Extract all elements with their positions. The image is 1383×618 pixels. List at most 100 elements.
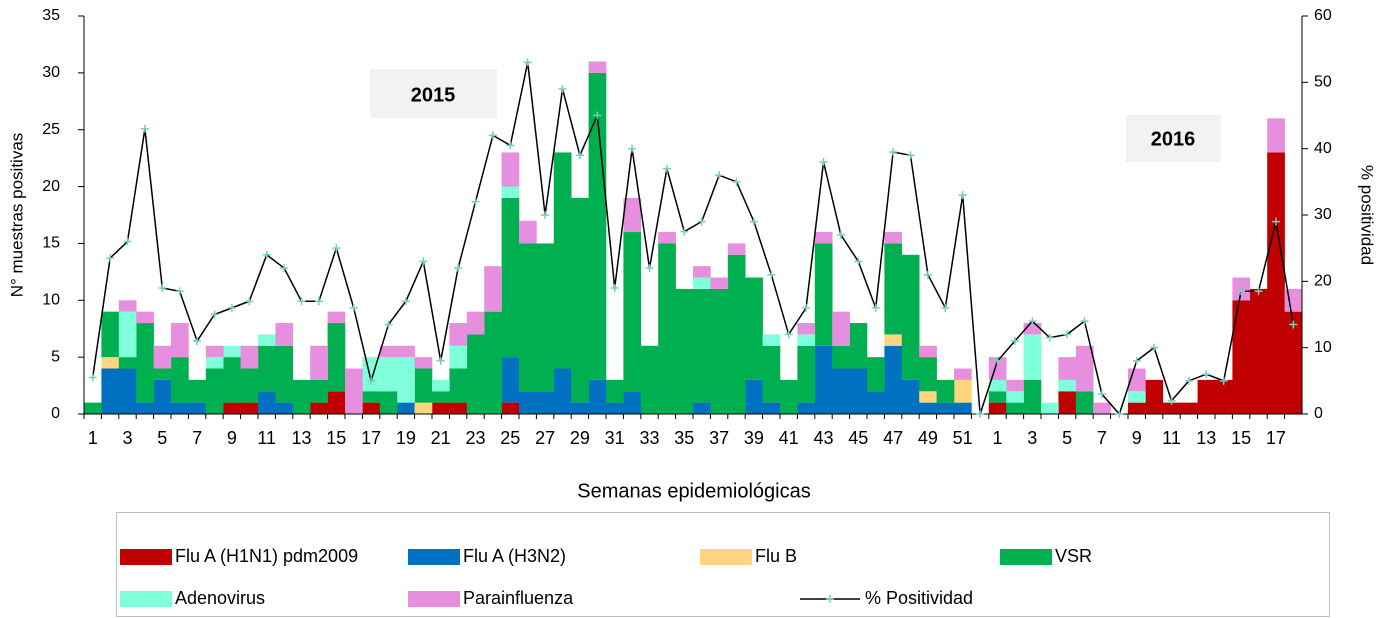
legend-label: Flu A (H3N2) [463,546,566,566]
y-tick-label: 0 [51,405,60,422]
bar-segment [814,243,833,346]
bar-segment [205,345,224,358]
bar-segment [553,368,572,414]
line-marker [523,58,532,67]
bar-segment [223,402,241,414]
bar-segment [571,402,589,414]
bar-segment [1075,391,1094,414]
bar-segment [936,402,955,414]
annotation: 2016 [1151,128,1196,150]
bar-segment [432,402,450,414]
line-marker [593,111,602,120]
x-tick-label: 3 [122,428,132,448]
line-marker [123,237,132,246]
bar-segment [449,345,468,369]
bar-segment [727,254,746,414]
bar-segment [832,345,850,369]
line-marker [1289,320,1298,329]
bar-segment [118,300,137,312]
line-marker [1219,376,1228,385]
x-tick-label: 15 [326,428,346,448]
bar-segment [588,379,607,414]
bar-segment [1006,379,1024,392]
line-marker [976,410,985,418]
bar-segment [258,334,276,346]
line-marker [575,151,584,160]
line-marker [836,230,845,239]
bar-segment [205,368,224,414]
bar-segment [710,288,729,414]
legend-box [116,512,1330,617]
line-marker [697,217,706,226]
y-tick-label: 5 [51,348,60,365]
bar-segment [988,402,1007,414]
annotation-box [1126,115,1221,162]
x-tick-label: 9 [1132,428,1142,448]
bar-segment [693,277,711,289]
bar-segment [1128,391,1146,403]
line-marker [645,264,654,273]
line-marker [384,320,393,329]
bar-segment [101,357,120,369]
bar-segment [136,311,154,324]
x-tick-label: 7 [1097,428,1107,448]
line-marker [332,244,341,253]
y-tick-label: 15 [42,235,60,252]
bar-segment [919,402,937,414]
line-marker [106,254,115,263]
bar-segment [519,220,537,244]
x-tick-label: 33 [639,428,659,448]
x-tick-label: 51 [953,428,973,448]
y2-tick-label: 20 [1314,273,1332,290]
y-tick-label: 25 [42,121,60,138]
line-marker [349,303,358,312]
bar-segment [1058,379,1077,392]
line-marker [140,124,149,133]
line-marker [662,164,671,173]
line-marker [210,310,219,319]
bar-segment [240,402,259,414]
bar-segment [484,266,502,312]
bar-segment [449,323,468,346]
bar-segment [484,311,502,414]
bar-segment [501,357,520,403]
bar-segment [432,391,450,403]
legend-swatch [408,591,460,607]
bar-segment [171,402,189,414]
bar-segment [466,334,485,414]
bar-segment [223,345,241,358]
legend-swatch [700,549,752,565]
bar-segment [362,391,381,403]
x-tick-label: 1 [992,428,1002,448]
bar-segment [397,345,415,358]
y-tick-label: 35 [42,7,60,24]
line-marker [1010,337,1019,346]
x-axis-title: Semanas epidemiológicas [577,480,810,502]
bar-segment [814,232,833,244]
bar-segment [1006,402,1024,414]
line-marker [1045,333,1054,342]
line [91,62,1295,416]
line-marker [1097,390,1106,399]
bar-segment [519,391,537,414]
bar-segment [640,345,659,414]
bar-segment [188,379,207,403]
bar-segment [867,357,885,392]
bar-segment [310,402,328,414]
bar-segment [84,402,102,414]
x-tick-label: 9 [227,428,237,448]
line-marker [1167,396,1176,405]
bar-segment [240,368,259,403]
x-tick-label: 43 [813,428,833,448]
y2-tick-label: 10 [1314,339,1332,356]
bar-segment [1023,334,1042,380]
x-tick-label: 41 [779,428,799,448]
bar-segment [1058,391,1077,414]
x-tick-label: 1 [88,428,98,448]
line-marker [506,141,515,150]
y-tick-label: 10 [42,292,60,309]
x-tick-label: 29 [570,428,590,448]
x-tick-label: 19 [396,428,416,448]
bar-segment [153,368,172,380]
bar-segment [745,277,763,380]
